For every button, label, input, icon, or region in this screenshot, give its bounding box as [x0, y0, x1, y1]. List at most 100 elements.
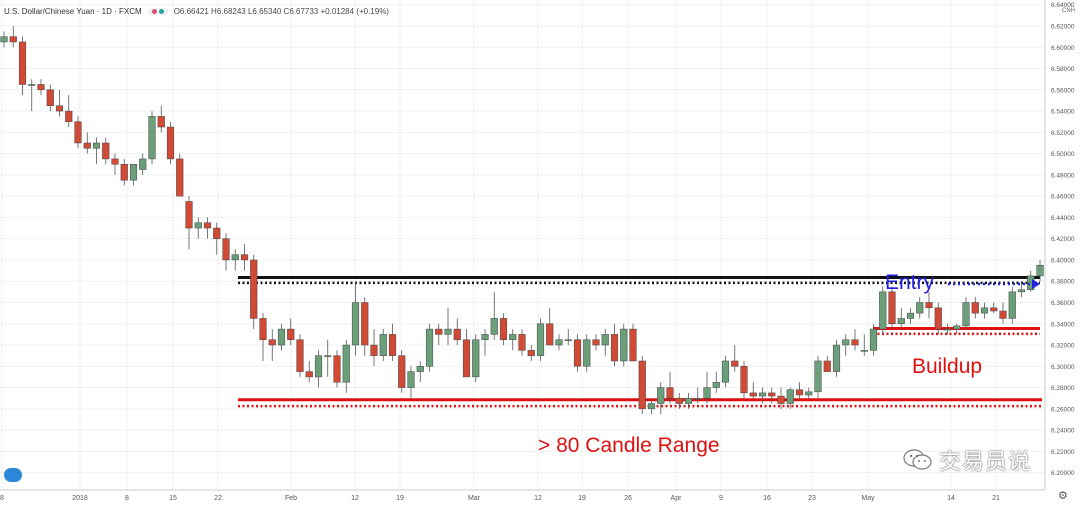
candle	[740, 360, 748, 399]
candle-body	[111, 158, 119, 165]
candle	[65, 95, 73, 128]
candle-body	[379, 334, 387, 356]
candle-body	[102, 142, 110, 160]
candle	[444, 307, 452, 346]
candle-body	[518, 334, 526, 351]
candle-body	[869, 328, 878, 351]
candle	[527, 345, 535, 361]
candle	[111, 153, 119, 175]
candle	[601, 329, 609, 356]
candle-body	[777, 395, 785, 404]
candle-body	[444, 328, 452, 335]
candle	[370, 329, 378, 367]
candle	[102, 137, 110, 165]
price-tick-label: 6.54000	[1051, 109, 1075, 116]
candle	[157, 105, 165, 133]
candle	[897, 307, 905, 330]
candle	[351, 281, 360, 356]
candle	[361, 297, 369, 356]
candle	[962, 297, 970, 330]
candle-body	[277, 328, 286, 346]
price-tick-label: 6.42000	[1051, 236, 1075, 243]
candle	[805, 387, 813, 399]
candle	[231, 249, 239, 271]
candle	[860, 334, 868, 356]
candle	[499, 313, 508, 346]
candle-body	[481, 334, 489, 340]
candle	[925, 291, 933, 319]
chart-legend: U.S. Dollar/Chinese Yuan · 1D · FXCM O6.…	[4, 4, 389, 18]
candle-body	[971, 302, 979, 314]
candle	[166, 121, 175, 165]
candle-body	[314, 355, 323, 378]
price-tick-label: 6.62000	[1051, 24, 1075, 31]
candle	[851, 329, 859, 351]
candle-body	[564, 339, 572, 341]
candle-body	[65, 110, 73, 122]
watermark-text: 交易员说	[939, 450, 1032, 475]
candle-body	[37, 84, 45, 91]
candle	[647, 398, 656, 415]
price-tick-label: 6.56000	[1051, 87, 1075, 94]
candle	[324, 339, 332, 377]
candle-body	[583, 339, 591, 367]
candle-body	[185, 201, 193, 229]
candle-body	[305, 371, 313, 378]
price-tick-label: 6.38000	[1051, 279, 1075, 286]
range-label: > 80 Candle Range	[538, 434, 720, 457]
candle	[842, 334, 850, 356]
candle-body	[287, 328, 295, 340]
candle-body	[231, 254, 239, 261]
candle-body	[351, 302, 360, 346]
candle-body	[962, 302, 970, 327]
candle-body	[721, 360, 730, 383]
candle-body	[546, 323, 554, 346]
price-tick-label: 6.64000	[1051, 2, 1075, 9]
candle	[176, 153, 184, 197]
candle	[879, 286, 887, 335]
time-tick-label: 15	[169, 495, 177, 502]
candle-body	[83, 142, 91, 149]
candle-body	[1036, 265, 1044, 277]
candle-body	[74, 121, 82, 144]
candle	[398, 350, 406, 393]
time-tick-label: 16	[763, 495, 771, 502]
candle	[379, 329, 387, 361]
symbol-title[interactable]: U.S. Dollar/Chinese Yuan · 1D · FXCM	[4, 6, 142, 16]
candle-body	[675, 397, 683, 404]
candle	[953, 323, 961, 335]
candle-body	[629, 328, 637, 362]
price-tick-label: 6.26000	[1051, 406, 1075, 413]
legend-status-dots[interactable]	[147, 7, 168, 15]
price-tick-label: 6.60000	[1051, 45, 1075, 52]
candle	[333, 350, 341, 388]
candle-body	[712, 381, 720, 388]
candle-body	[139, 158, 147, 170]
candle-body	[0, 36, 8, 43]
candle	[9, 26, 17, 48]
candle-body	[953, 325, 961, 330]
candle	[943, 323, 952, 335]
candle-body	[472, 339, 480, 378]
price-tick-label: 6.46000	[1051, 194, 1075, 201]
candle-body	[851, 339, 859, 346]
candle-body	[120, 163, 128, 181]
candle-body	[795, 389, 804, 396]
candle	[638, 355, 646, 415]
candle-body	[240, 254, 249, 261]
candle-body	[805, 391, 813, 396]
candle-body	[194, 222, 202, 229]
candle	[592, 334, 600, 351]
candle	[573, 334, 582, 372]
tradingview-logo-icon[interactable]	[4, 468, 22, 482]
candle-body	[18, 41, 27, 85]
candle	[55, 89, 64, 117]
candle-body	[166, 126, 175, 160]
candle-body	[250, 259, 258, 319]
candle-body	[176, 158, 184, 197]
candle	[721, 355, 730, 388]
gear-icon[interactable]: ⚙	[1058, 490, 1068, 502]
candle-body	[647, 403, 656, 410]
time-tick-label: 21	[992, 495, 1000, 502]
